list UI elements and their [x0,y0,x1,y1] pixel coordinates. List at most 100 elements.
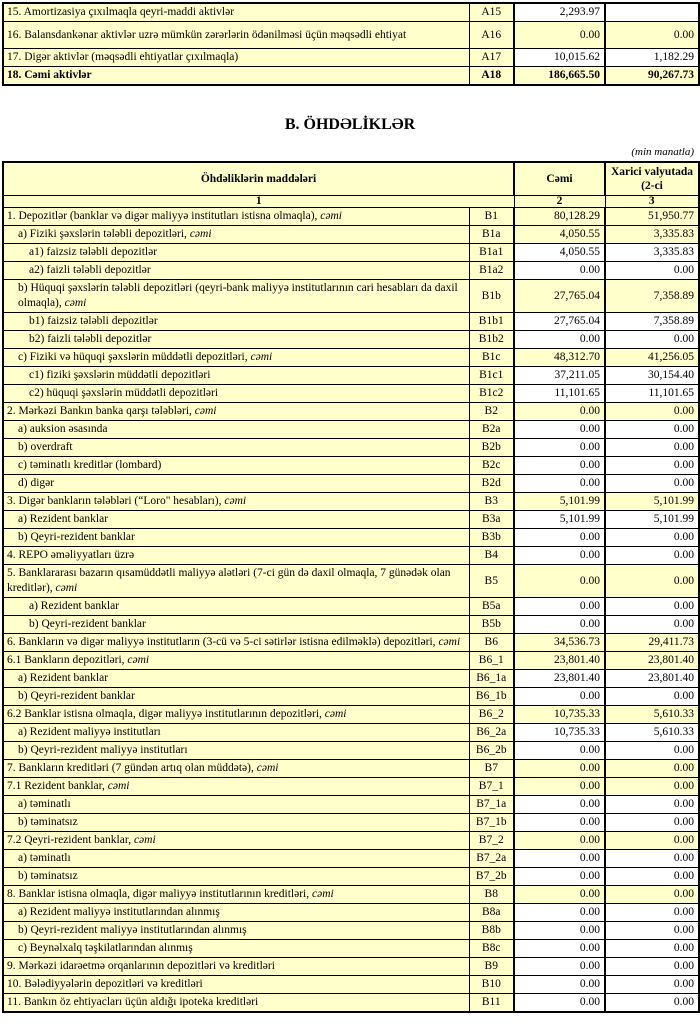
row-foreign-currency-value: 0.00 [604,420,700,439]
row-code: B7_1b [468,813,515,832]
row-label: b) overdraft [2,438,470,457]
row-code: B5b [468,615,515,634]
row-label: 9. Mərkəzi idarəetmə orqanlarının depozi… [2,957,470,976]
row-total-value: 0.00 [513,957,606,976]
row-code: B8 [468,885,515,904]
row-label: a) Rezident maliyyə institutları [2,723,470,742]
table-row: a) Rezident maliyyə institutları B6_2a 10,… [2,723,700,742]
row-total-value: 0.00 [513,330,606,349]
table-row: 6.1 Bankların depozitləri, cəmi B6_1 23,80… [2,651,700,670]
table-header-row: Öhdəliklərin maddələri Cəmi Xarici valyu… [2,161,700,196]
table-row: 4. REPO əməliyyatları üzrə B4 0.00 0.00 [2,546,700,565]
row-code: B1a1 [468,243,515,262]
row-code: B1 [468,207,515,226]
table-row: c1) fiziki şəxslərin müddətli depozitlər… [2,366,700,385]
row-foreign-currency-value: 0.00 [604,687,700,706]
table-row: 7.2 Qeyri-rezident banklar, cəmi B7_2 0.00… [2,831,700,850]
table-row: b) overdraft B2b 0.00 0.00 [2,438,700,457]
table-row: b1) faizsiz tələbli depozitlər B1b1 27,765… [2,312,700,331]
row-code: B7 [468,759,515,778]
row-foreign-currency-value: 0.00 [604,957,700,976]
row-label: b) Qeyri-rezident banklar [2,615,470,634]
row-total-value: 0.00 [513,420,606,439]
liabilities-table: Öhdəliklərin maddələri Cəmi Xarici valyu… [2,161,700,1013]
section-title: B. ÖHDƏLİKLƏR [284,116,416,133]
table-row: c2) hüquqi şəxslərin müddətli depozitlər… [2,384,700,403]
row-label: a) Rezident banklar [2,597,470,616]
table-row: 17. Digər aktivlər (məqsədli ehtiyatlar … [2,48,700,67]
row-foreign-currency-value: 23,801.40 [604,669,700,688]
row-label: b) Qeyri-rezident maliyyə institutlarınd… [2,921,470,940]
row-code: B7_1 [468,777,515,796]
row-total-value: 10,015.62 [513,48,606,67]
row-total-value: 5,101.99 [513,492,606,511]
table-row: b) təminatsız B7_1b 0.00 0.00 [2,813,700,832]
row-label: 2. Mərkəzi Bankın banka qarşı tələbləri,… [2,402,470,421]
row-foreign-currency-value: 0.00 [604,456,700,475]
row-label: b2) faizli tələbli depozitlər [2,330,470,349]
table-row: a) təminatlı B7_2a 0.00 0.00 [2,849,700,868]
row-foreign-currency-value: 3,335.83 [604,225,700,244]
row-label: a) auksion əsasında [2,420,470,439]
table-row: a1) faizsiz tələbli depozitlər B1a1 4,050.… [2,243,700,262]
row-total-value: 23,801.40 [513,669,606,688]
row-code: B6_2 [468,705,515,724]
row-foreign-currency-value: 0.00 [604,777,700,796]
row-total-value: 48,312.70 [513,348,606,367]
col-header-items: Öhdəliklərin maddələri [2,161,515,196]
row-total-value: 0.00 [513,849,606,868]
row-foreign-currency-value: 90,267.73 [604,66,700,86]
row-label: c2) hüquqi şəxslərin müddətli depozitlər… [2,384,470,403]
table-row: b) Qeyri-rezident banklar B6_1b 0.00 0.00 [2,687,700,706]
row-code: B1b1 [468,312,515,331]
table-row: b2) faizli tələbli depozitlər B1b2 0.00 0.0… [2,330,700,349]
row-total-value: 0.00 [513,564,606,598]
row-total-value: 0.00 [513,903,606,922]
row-foreign-currency-value: 29,411.73 [604,633,700,652]
row-label: a1) faizsiz tələbli depozitlər [2,243,470,262]
row-label: b) təminatsız [2,813,470,832]
table-row: a) Rezident banklar B5a 0.00 0.00 [2,597,700,616]
row-foreign-currency-value: 0.00 [604,474,700,493]
row-code: B1c1 [468,366,515,385]
row-total-value: 10,735.33 [513,705,606,724]
row-foreign-currency-value: 0.00 [604,813,700,832]
row-code: B9 [468,957,515,976]
col-header-foreign: Xarici valyutada (2-ci [604,161,700,196]
row-total-value: 0.00 [513,597,606,616]
row-total-value: 23,801.40 [513,651,606,670]
row-total-value: 0.00 [513,438,606,457]
table-row: a) Fiziki şəxslərin tələbli depozitləri,… [2,225,700,244]
row-foreign-currency-value: 0.00 [604,795,700,814]
row-label: b) Qeyri-rezident maliyyə institutları [2,741,470,760]
row-foreign-currency-value: 0.00 [604,261,700,280]
row-foreign-currency-value: 0.00 [604,939,700,958]
row-foreign-currency-value: 0.00 [604,759,700,778]
row-total-value: 11,101.65 [513,384,606,403]
table-row: 3. Digər bankların tələbləri (“Loro" hes… [2,492,700,511]
row-label: 3. Digər bankların tələbləri (“Loro" hes… [2,492,470,511]
unit-note: (min manatla) [631,146,694,158]
row-foreign-currency-value: 0.00 [604,528,700,547]
row-code: B2b [468,438,515,457]
row-foreign-currency-value: 0.00 [604,993,700,1013]
row-label: 4. REPO əməliyyatları üzrə [2,546,470,565]
table-row: a) Rezident banklar B6_1a 23,801.40 23,801.… [2,669,700,688]
row-label: c) Fiziki və hüquqi şəxslərin müddətli d… [2,348,470,367]
row-foreign-currency-value: 51,950.77 [604,207,700,226]
table-row: 1. Depozitlər (banklar və digər maliyyə … [2,207,700,226]
table-row: 6.2 Banklar istisna olmaqla, digər maliy… [2,705,700,724]
table-row: b) Qeyri-rezident maliyyə institutları B6… [2,741,700,760]
assets-bottom-table: 15. Amortizasiya çıxılmaqla qeyri-maddi … [2,2,700,86]
row-label: 8. Banklar istisna olmaqla, digər maliyy… [2,885,470,904]
row-label: c1) fiziki şəxslərin müddətli depozitlər… [2,366,470,385]
row-label: a) Rezident banklar [2,510,470,529]
row-label: 7. Bankların kreditləri (7 gündən artıq … [2,759,470,778]
row-total-value: 0.00 [513,615,606,634]
row-code: B5a [468,597,515,616]
column-number-row: 1 2 3 [2,195,700,208]
row-foreign-currency-value: 5,101.99 [604,492,700,511]
col-number-items: 1 [2,195,515,208]
row-total-value: 0.00 [513,795,606,814]
